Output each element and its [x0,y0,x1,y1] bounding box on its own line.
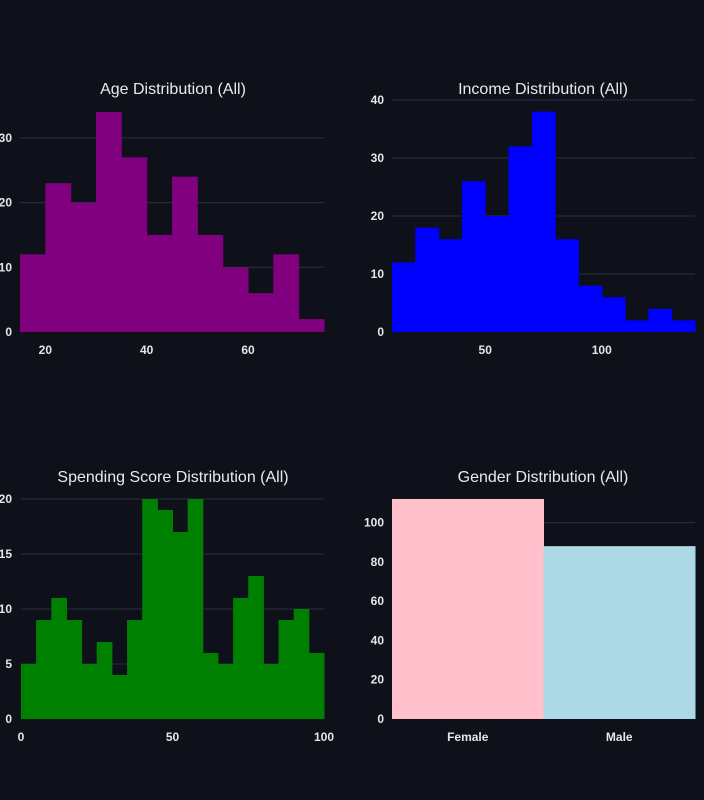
y-tick-label: 0 [5,325,12,339]
chart-title: Income Distribution (All) [458,81,628,98]
histogram-bar [127,620,143,719]
x-tick-label: 60 [241,343,255,357]
histogram-bar [531,111,556,332]
y-tick-label: 5 [5,657,12,671]
y-tick-label: 10 [371,267,385,281]
y-tick-label: 20 [371,209,385,223]
histogram-bar [461,181,486,332]
histogram-bar [222,267,249,332]
chart-title: Age Distribution (All) [100,81,246,98]
histogram-bar [648,308,673,332]
histogram-bar [415,227,440,332]
histogram-bar [70,202,97,332]
y-tick-label: 100 [364,516,384,530]
age-histogram: Age Distribution (All) 0 10 20 30 20 40 60 [0,81,325,357]
histogram-bar [278,620,295,719]
histogram-bar [197,234,224,332]
gender-bar [392,499,544,719]
histogram-bar [45,183,72,332]
histogram-bar [508,146,533,332]
x-tick-label: 40 [140,343,154,357]
y-tick-label: 15 [0,547,12,561]
histogram-bar [233,598,249,719]
y-tick-label: 80 [371,555,385,569]
histogram-bar [248,576,264,719]
x-tick-label: 50 [166,730,180,744]
histogram-bar [66,620,83,719]
histogram-bar [121,157,148,332]
histogram-bar [96,642,113,719]
x-tick-label: 100 [592,343,612,357]
histogram-bar [248,293,274,332]
histogram-bar [36,620,52,719]
y-tick-label: 30 [0,131,12,145]
y-tick-label: 20 [371,673,385,687]
y-tick-label: 60 [371,594,385,608]
histogram-bar [157,510,173,719]
histogram-bar [81,664,98,719]
chart-title: Spending Score Distribution (All) [57,469,288,486]
y-tick-label: 20 [0,196,12,210]
histogram-bar [298,319,325,332]
histogram-bar [51,598,67,719]
x-tick-label: 100 [314,730,334,744]
histogram-bar [146,234,173,332]
y-tick-label: 10 [0,260,12,274]
x-tick-label: 20 [39,343,53,357]
histogram-bar [263,664,280,719]
histogram-bar [601,297,626,332]
histogram-bar [20,254,46,332]
histogram-bar [273,254,300,332]
y-tick-label: 40 [371,93,385,107]
histogram-bar [308,653,325,719]
y-tick-label: 30 [371,151,385,165]
chart-title: Gender Distribution (All) [458,469,629,486]
histogram-bar [202,653,219,719]
x-tick-label: 0 [18,730,25,744]
histogram-bar [111,675,128,719]
y-tick-label: 20 [0,492,12,506]
x-category-label: Male [606,730,633,744]
histogram-bar [172,176,198,332]
histogram-bar [142,499,158,719]
histogram-bar [392,262,416,332]
y-tick-label: 40 [371,633,385,647]
gender-bar [543,546,696,719]
histogram-bar [671,320,696,332]
histogram-bar [187,499,204,719]
x-tick-label: 50 [479,343,493,357]
histogram-bar [555,239,579,332]
histogram-bar [217,664,234,719]
income-histogram: Income Distribution (All) 0 10 20 30 40 50 100 [371,81,696,357]
y-tick-label: 10 [0,602,12,616]
histogram-bar [172,532,189,719]
spending-score-histogram: Spending Score Distribution (All) 0 5 10 15… [0,469,334,744]
histogram-bar [625,320,649,332]
y-tick-label: 0 [5,712,12,726]
y-tick-label: 0 [377,712,384,726]
gender-bar-chart: Gender Distribution (All) 0 20 40 60 80 100 Fe… [364,469,696,744]
histogram-bar [578,285,603,332]
y-tick-label: 0 [377,325,384,339]
histogram-bar [21,664,37,719]
histogram-bar [438,239,463,332]
histogram-bar [293,609,310,719]
histogram-bar [96,112,122,332]
x-category-label: Female [447,730,489,744]
histogram-bar [485,216,510,332]
